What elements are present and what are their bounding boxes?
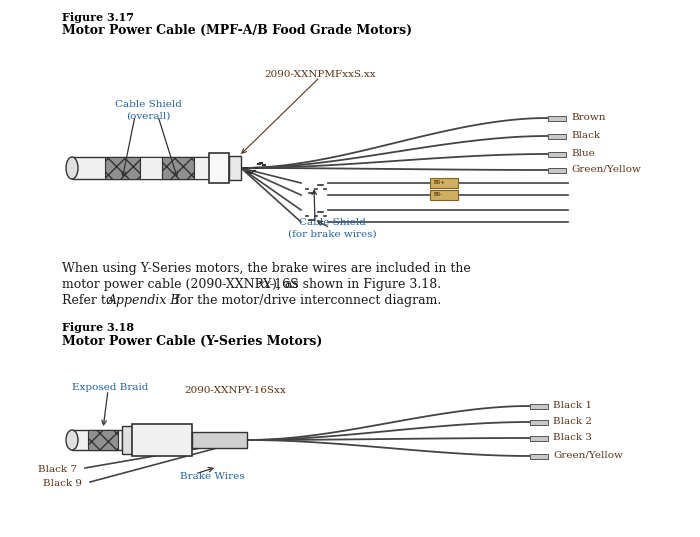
Text: Figure 3.17: Figure 3.17 xyxy=(62,12,134,23)
Bar xyxy=(530,419,548,425)
Text: Black: Black xyxy=(571,130,600,140)
Ellipse shape xyxy=(66,157,78,179)
Bar xyxy=(122,426,132,454)
Text: 2090-XXNPY-16Sxx: 2090-XXNPY-16Sxx xyxy=(184,386,286,395)
Bar xyxy=(194,157,209,179)
Text: Black 7: Black 7 xyxy=(38,466,77,475)
Bar xyxy=(430,190,458,200)
Text: Black 1: Black 1 xyxy=(553,401,592,410)
Text: 2090-XXNPMFxxS.xx: 2090-XXNPMFxxS.xx xyxy=(264,70,376,79)
Text: BR-: BR- xyxy=(433,192,442,197)
Bar xyxy=(88,430,118,450)
Text: Motor Power Cable (MPF-A/B Food Grade Motors): Motor Power Cable (MPF-A/B Food Grade Mo… xyxy=(62,24,412,37)
Text: Cable Shield
(for brake wires): Cable Shield (for brake wires) xyxy=(288,218,377,238)
Text: When using Y-Series motors, the brake wires are included in the: When using Y-Series motors, the brake wi… xyxy=(62,262,470,275)
Bar xyxy=(105,157,140,179)
Text: Figure 3.18: Figure 3.18 xyxy=(62,322,134,333)
Bar xyxy=(209,153,229,183)
Text: Black 9: Black 9 xyxy=(43,480,82,489)
Text: ), as shown in Figure 3.18.: ), as shown in Figure 3.18. xyxy=(272,278,441,291)
Text: Brake Wires: Brake Wires xyxy=(180,472,244,481)
Bar xyxy=(530,403,548,409)
Bar xyxy=(430,178,458,188)
Text: Cable Shield
(overall): Cable Shield (overall) xyxy=(115,100,181,120)
Bar xyxy=(72,430,122,450)
Bar xyxy=(530,454,548,459)
Bar xyxy=(548,115,566,120)
Bar xyxy=(72,157,232,179)
Text: Green/Yellow: Green/Yellow xyxy=(553,451,623,460)
Text: Motor Power Cable (Y-Series Motors): Motor Power Cable (Y-Series Motors) xyxy=(62,335,323,348)
Bar xyxy=(140,157,162,179)
Bar xyxy=(192,432,247,448)
Text: Refer to: Refer to xyxy=(62,294,118,307)
Text: Black 3: Black 3 xyxy=(553,432,592,441)
Bar xyxy=(548,134,566,139)
Text: Blue: Blue xyxy=(571,149,595,157)
Text: xx: xx xyxy=(258,278,272,291)
Bar xyxy=(548,151,566,156)
Bar xyxy=(132,424,192,456)
Ellipse shape xyxy=(66,430,78,450)
Text: Brown: Brown xyxy=(571,112,606,121)
Bar xyxy=(530,436,548,440)
Text: motor power cable (2090-XXNPY-16S: motor power cable (2090-XXNPY-16S xyxy=(62,278,299,291)
Text: Appendix B: Appendix B xyxy=(108,294,181,307)
Bar xyxy=(229,156,241,180)
Text: BR+: BR+ xyxy=(433,179,445,185)
Text: Green/Yellow: Green/Yellow xyxy=(571,164,641,173)
Text: for the motor/drive interconnect diagram.: for the motor/drive interconnect diagram… xyxy=(171,294,441,307)
Bar xyxy=(162,157,194,179)
Bar xyxy=(548,168,566,172)
Text: Exposed Braid: Exposed Braid xyxy=(72,383,148,392)
Text: Black 2: Black 2 xyxy=(553,417,592,425)
